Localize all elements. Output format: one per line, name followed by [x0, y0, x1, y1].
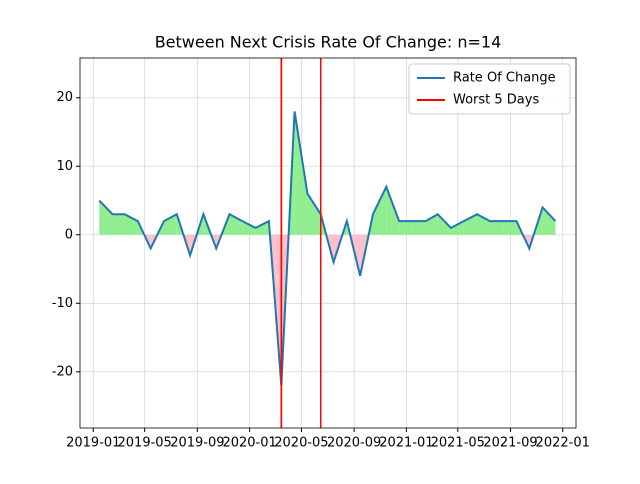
- y-tick-label: -20: [52, 364, 73, 379]
- legend-label: Rate Of Change: [453, 71, 556, 86]
- y-tick-label: -10: [52, 296, 73, 311]
- y-tick-label: 20: [56, 90, 73, 105]
- legend-box: [408, 63, 571, 115]
- fill-positive: [463, 214, 478, 235]
- fill-positive: [399, 221, 413, 235]
- fill-positive: [112, 214, 125, 235]
- x-tick-label: 2019-01: [66, 436, 120, 451]
- fill-positive: [255, 221, 269, 235]
- x-tick-label: 2019-05: [118, 436, 172, 451]
- x-tick-label: 2021-05: [431, 436, 485, 451]
- fill-positive: [124, 214, 138, 235]
- x-tick-label: 2022-01: [536, 436, 590, 451]
- y-tick-label: 0: [65, 227, 73, 242]
- fill-positive: [503, 221, 517, 235]
- legend: Rate Of Change Worst 5 Days: [408, 63, 571, 115]
- chart-title: Between Next Crisis Rate Of Change: n=14: [155, 33, 502, 52]
- plot-frame: [79, 57, 577, 429]
- x-tick-label: 2020-05: [274, 436, 328, 451]
- x-tick-label: 2021-09: [483, 436, 537, 451]
- fill-positive: [99, 200, 113, 235]
- x-tick-label: 2020-01: [222, 436, 276, 451]
- fill-positive: [294, 111, 308, 235]
- fill-positive: [372, 186, 387, 235]
- fill-positive: [450, 221, 464, 235]
- y-tick-label: 10: [56, 159, 73, 174]
- fill-positive: [242, 221, 256, 235]
- fill-positive: [477, 214, 490, 235]
- line: [98, 111, 557, 386]
- x-tick-label: 2019-09: [170, 436, 224, 451]
- fill-positive: [489, 221, 504, 235]
- fill-positive: [386, 186, 400, 235]
- fill-positive: [412, 221, 426, 235]
- fill-positive: [163, 214, 177, 235]
- fill-positive: [437, 214, 451, 235]
- fill-positive: [229, 214, 243, 235]
- x-tick-label: 2021-01: [379, 436, 433, 451]
- fill-positive: [307, 193, 321, 235]
- x-tick-label: 2020-09: [327, 436, 381, 451]
- fill-positive: [542, 207, 556, 235]
- legend-label: Worst 5 Days: [453, 93, 539, 108]
